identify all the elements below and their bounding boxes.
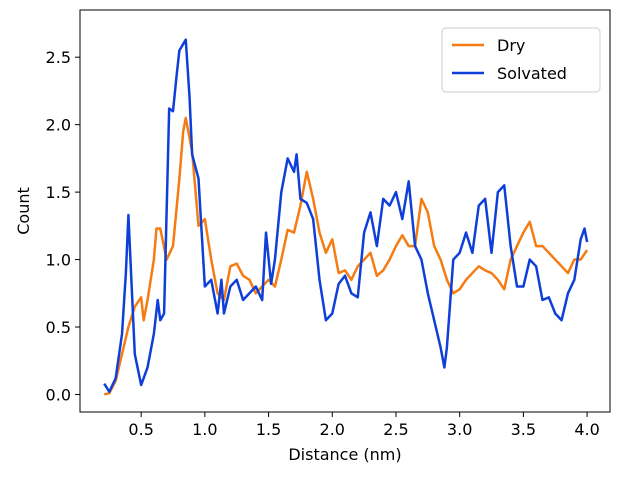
x-tick-label: 3.5 <box>511 420 536 439</box>
y-tick-label: 1.0 <box>46 251 71 270</box>
data-line <box>103 116 589 396</box>
x-axis-label: Distance (nm) <box>288 445 401 464</box>
x-tick-label: 1.0 <box>192 420 217 439</box>
x-tick-label: 2.5 <box>383 420 408 439</box>
legend-label: Solvated <box>497 64 567 83</box>
x-tick-label: 1.5 <box>256 420 281 439</box>
x-tick-label: 3.0 <box>447 420 472 439</box>
y-axis-label: Count <box>14 187 33 235</box>
data-line <box>103 38 589 394</box>
axes-frame <box>79 9 611 413</box>
y-tick-label: 1.5 <box>46 183 71 202</box>
legend-label: Dry <box>497 36 525 55</box>
x-tick-label: 0.5 <box>128 420 153 439</box>
y-tick-label: 2.5 <box>46 48 71 67</box>
x-tick-label: 2.0 <box>320 420 345 439</box>
y-tick-label: 2.0 <box>46 116 71 135</box>
y-tick-label: 0.5 <box>46 318 71 337</box>
y-tick-label: 0.0 <box>46 385 71 404</box>
x-tick-label: 4.0 <box>574 420 599 439</box>
